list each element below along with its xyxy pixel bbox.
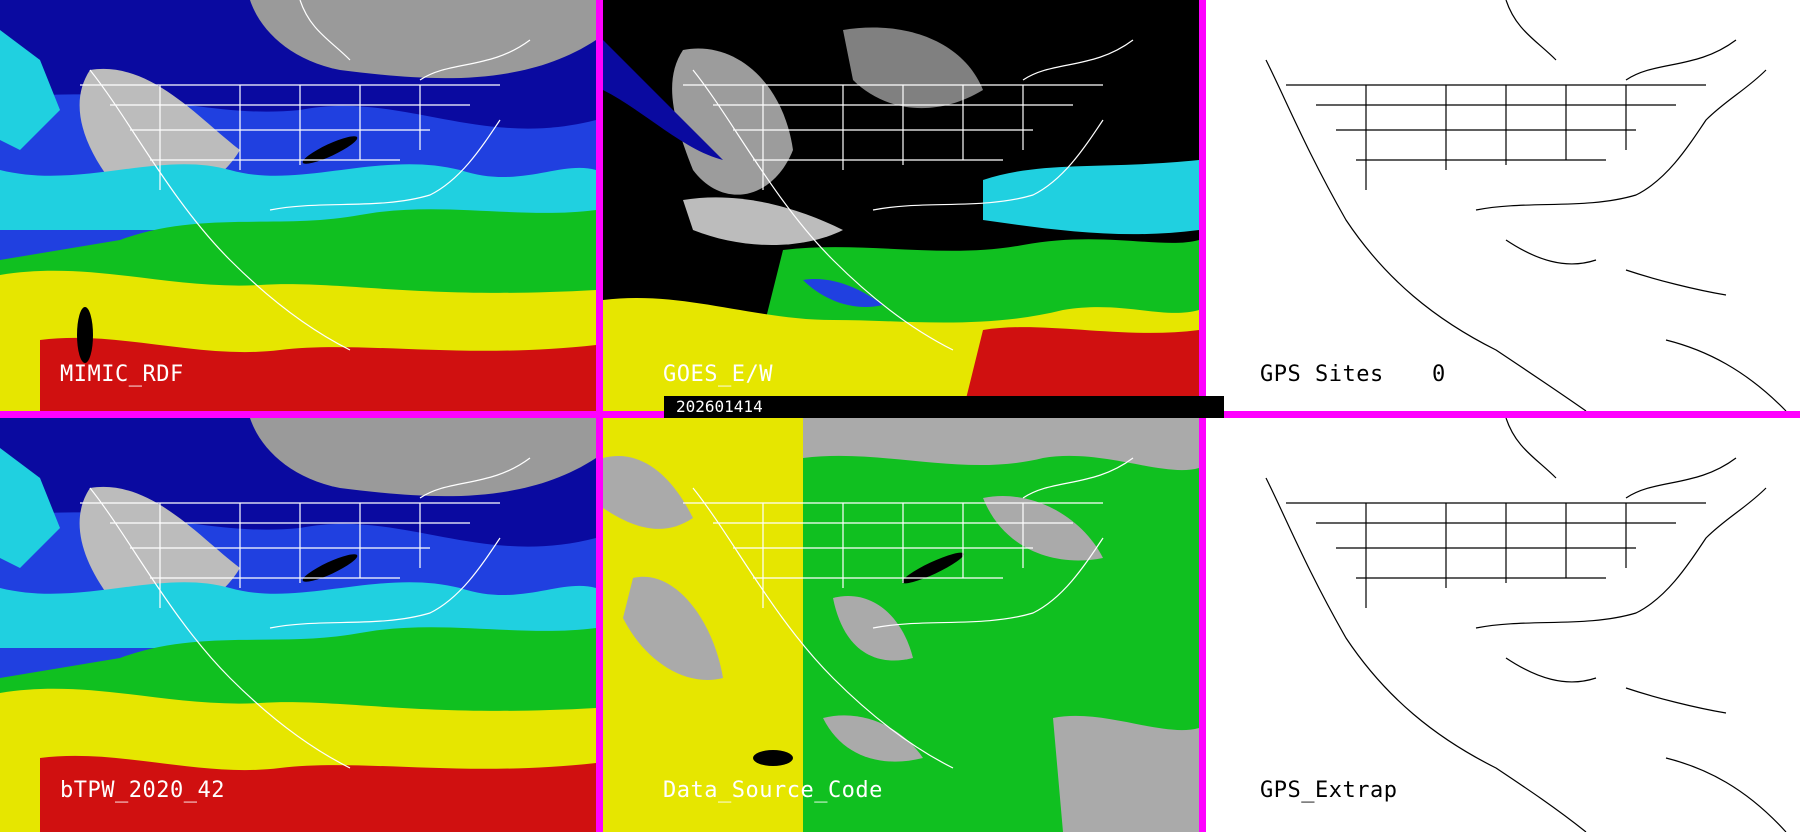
data-source-code-map [603, 418, 1199, 832]
panel-gps-extrap: GPS_Extrap [1206, 418, 1800, 832]
panel-goes-ew: GOES_E/W [603, 0, 1199, 411]
mimic-rdf-map [0, 0, 596, 411]
panel-btpw: bTPW_2020_42 [0, 418, 596, 832]
mimic-rdf-label: MIMIC_RDF [60, 362, 184, 387]
btpw-label: bTPW_2020_42 [60, 778, 225, 803]
gps-sites-count: 0 [1432, 362, 1446, 387]
goes-ew-map [603, 0, 1199, 411]
gps-sites-label: GPS Sites [1260, 362, 1384, 387]
gps-extrap-label: GPS_Extrap [1260, 778, 1398, 803]
panel-mimic-rdf: MIMIC_RDF [0, 0, 596, 411]
data-source-code-label: Data_Source_Code [663, 778, 883, 803]
btpw-map [0, 418, 596, 832]
gps-sites-map [1206, 0, 1800, 411]
timestamp-bar: 202601414 [664, 396, 1224, 418]
panel-data-source-code: Data_Source_Code [603, 418, 1199, 832]
gps-extrap-map [1206, 418, 1800, 832]
panel-gps-sites: GPS Sites 0 [1206, 0, 1800, 411]
goes-ew-label: GOES_E/W [663, 362, 773, 387]
